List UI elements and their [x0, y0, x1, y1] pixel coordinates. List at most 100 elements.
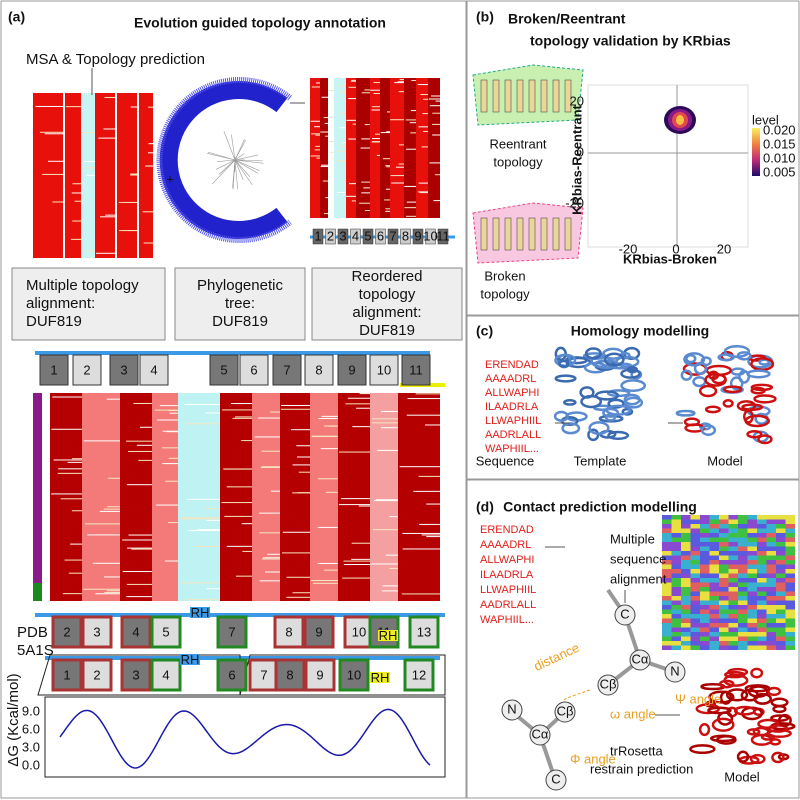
- alignment-gap: [63, 185, 65, 187]
- atom: [629, 649, 651, 671]
- alignment-gap: [139, 426, 152, 428]
- text-box: [11, 267, 166, 341]
- msa-cell: [785, 645, 795, 650]
- alignment-gap: [259, 580, 280, 582]
- alignment-column: [33, 93, 63, 258]
- icon-helix: [504, 79, 512, 113]
- msa-cell: [681, 569, 691, 574]
- alignment-gap: [60, 498, 82, 500]
- sequence-line: ERENDAD: [485, 359, 539, 371]
- alignment-gap: [137, 94, 139, 96]
- msa-cell: [671, 533, 681, 538]
- protein-helix: [709, 734, 737, 743]
- msa-cell: [738, 632, 748, 637]
- alignment-gap: [320, 448, 338, 450]
- msa-cell: [766, 569, 776, 574]
- alignment-gap: [104, 96, 115, 98]
- helix-label: 10: [377, 362, 391, 377]
- alignment-gap: [321, 164, 328, 166]
- mini-helix: [337, 228, 349, 245]
- caption: sequence: [610, 551, 666, 566]
- alignment-column: [82, 393, 120, 601]
- protein-helix: [554, 374, 577, 383]
- msa-cell: [709, 569, 719, 574]
- msa-cell: [690, 645, 700, 650]
- msa-cell: [728, 596, 738, 601]
- msa-cell: [719, 578, 729, 583]
- protein-helix: [700, 424, 717, 436]
- protein-helix: [698, 384, 718, 398]
- msa-cell: [728, 560, 738, 565]
- msa-cell: [681, 636, 691, 641]
- msa-cell: [776, 596, 786, 601]
- box-text: DUF819: [212, 313, 268, 330]
- msa-cell: [747, 627, 757, 632]
- alignment-gap: [63, 255, 65, 257]
- msa-cell: [700, 569, 710, 574]
- alignment-gap: [126, 596, 152, 598]
- helix-label: 2: [63, 624, 70, 639]
- msa-cell: [681, 537, 691, 542]
- alignment-gap: [321, 415, 338, 417]
- helix: [408, 615, 440, 649]
- msa-cell: [757, 573, 767, 578]
- alignment-gap: [264, 571, 280, 573]
- alignment-gap: [364, 89, 370, 91]
- msa-cell: [757, 636, 767, 641]
- msa-cell: [747, 555, 757, 560]
- msa-cell: [681, 645, 691, 650]
- alignment-column: [117, 93, 137, 258]
- alignment-gap: [429, 105, 440, 107]
- helix-label: RH: [371, 670, 390, 685]
- msa-cell: [690, 551, 700, 556]
- msa-cell: [662, 582, 672, 587]
- tree-branch: [234, 153, 245, 161]
- helix-label: 9: [316, 667, 323, 682]
- msa-cell: [747, 582, 757, 587]
- tick-label: -20: [565, 195, 584, 210]
- alignment-gap: [398, 91, 404, 93]
- helix: [216, 658, 248, 692]
- mini-helix: [387, 228, 399, 245]
- pdb-label: PDB: [17, 624, 48, 641]
- alignment-gap: [185, 423, 220, 425]
- alignment-column: [178, 393, 220, 601]
- helix-label: RH: [379, 628, 398, 643]
- msa-cell: [747, 600, 757, 605]
- alignment-gap: [51, 493, 82, 495]
- alignment-gap: [314, 149, 320, 151]
- alignment-gap: [312, 582, 338, 584]
- alignment-column: [320, 78, 328, 218]
- alignment-gap: [180, 582, 220, 584]
- alignment-gap: [390, 119, 404, 121]
- msa-cell: [728, 600, 738, 605]
- alignment-column: [120, 393, 152, 601]
- alignment-column: [310, 393, 338, 601]
- msa-cell: [662, 546, 672, 551]
- msa-cell: [728, 555, 738, 560]
- alignment-gap: [261, 558, 280, 560]
- text-box: [174, 267, 306, 341]
- icon-helix: [528, 217, 536, 251]
- alignment-gap: [104, 591, 120, 593]
- alignment-gap: [359, 202, 370, 204]
- msa-cell: [700, 542, 710, 547]
- alignment-gap: [83, 588, 120, 590]
- alignment-gap: [328, 140, 334, 142]
- msa-cell: [776, 560, 786, 565]
- msa-cell: [709, 645, 719, 650]
- alignment-gap: [130, 173, 137, 175]
- msa-cell: [757, 600, 767, 605]
- angle-label: Φ angle: [570, 751, 616, 766]
- msa-cell: [719, 524, 729, 529]
- atom: [597, 674, 619, 696]
- msa-cell: [662, 645, 672, 650]
- distance-arc: [563, 689, 591, 701]
- msa-cell: [738, 564, 748, 569]
- alignment-gap: [267, 553, 280, 555]
- msa-cell: [757, 542, 767, 547]
- msa-cell: [671, 614, 681, 619]
- msa-cell: [700, 578, 710, 583]
- panel-label: (b): [476, 9, 494, 25]
- icon-helix: [480, 217, 488, 251]
